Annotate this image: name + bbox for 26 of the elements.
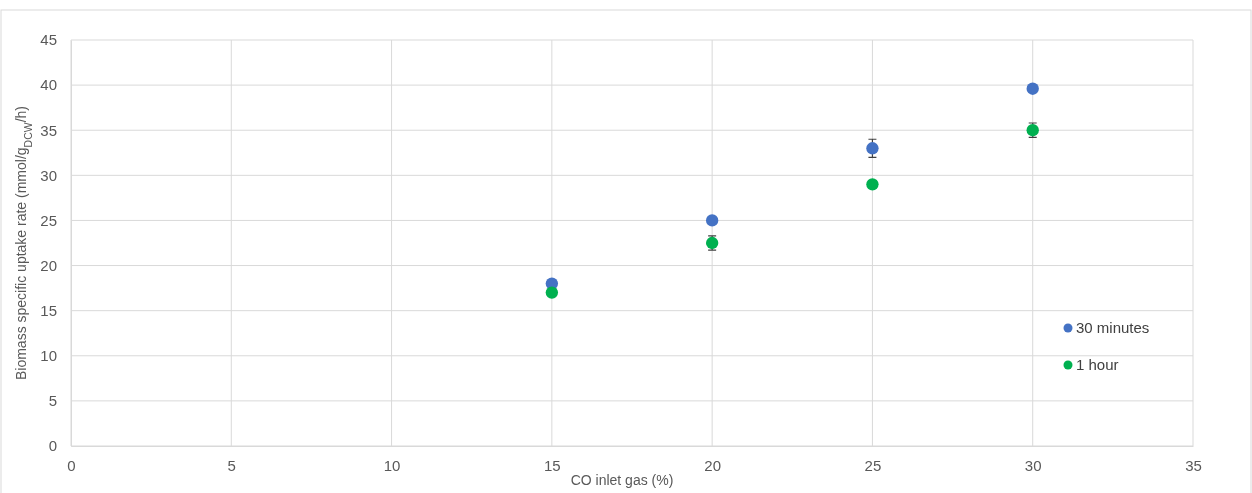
x-tick-label: 5 — [227, 456, 236, 474]
y-tick-label: 35 — [40, 121, 57, 139]
y-tick-label: 0 — [48, 437, 57, 455]
y-tick-label: 40 — [40, 76, 57, 94]
y-tick-label: 45 — [40, 31, 57, 49]
point — [705, 214, 719, 227]
x-tick-label: 20 — [704, 456, 721, 474]
x-tick-label: 10 — [383, 456, 401, 474]
x-tick-label: 0 — [67, 456, 76, 474]
x-tick-label: 15 — [544, 456, 561, 474]
point — [545, 286, 559, 299]
y-tick-label: 15 — [40, 301, 57, 319]
legend-label: 30 minutes — [1076, 319, 1150, 336]
legend-label: 1 hour — [1076, 356, 1119, 373]
x-axis-title: CO inlet gas (%) — [570, 472, 674, 488]
y-tick-label: 5 — [48, 392, 57, 410]
x-tick-label: 25 — [864, 456, 882, 474]
x-tick-label: 30 — [1024, 456, 1042, 474]
point — [1026, 82, 1039, 95]
x-tick-label: 35 — [1185, 456, 1202, 474]
y-tick-label: 10 — [40, 347, 57, 365]
y-tick-label: 20 — [40, 256, 57, 274]
point — [866, 178, 879, 191]
point — [866, 142, 879, 155]
y-tick-label: 30 — [40, 166, 57, 184]
y-tick-label: 25 — [40, 211, 57, 229]
